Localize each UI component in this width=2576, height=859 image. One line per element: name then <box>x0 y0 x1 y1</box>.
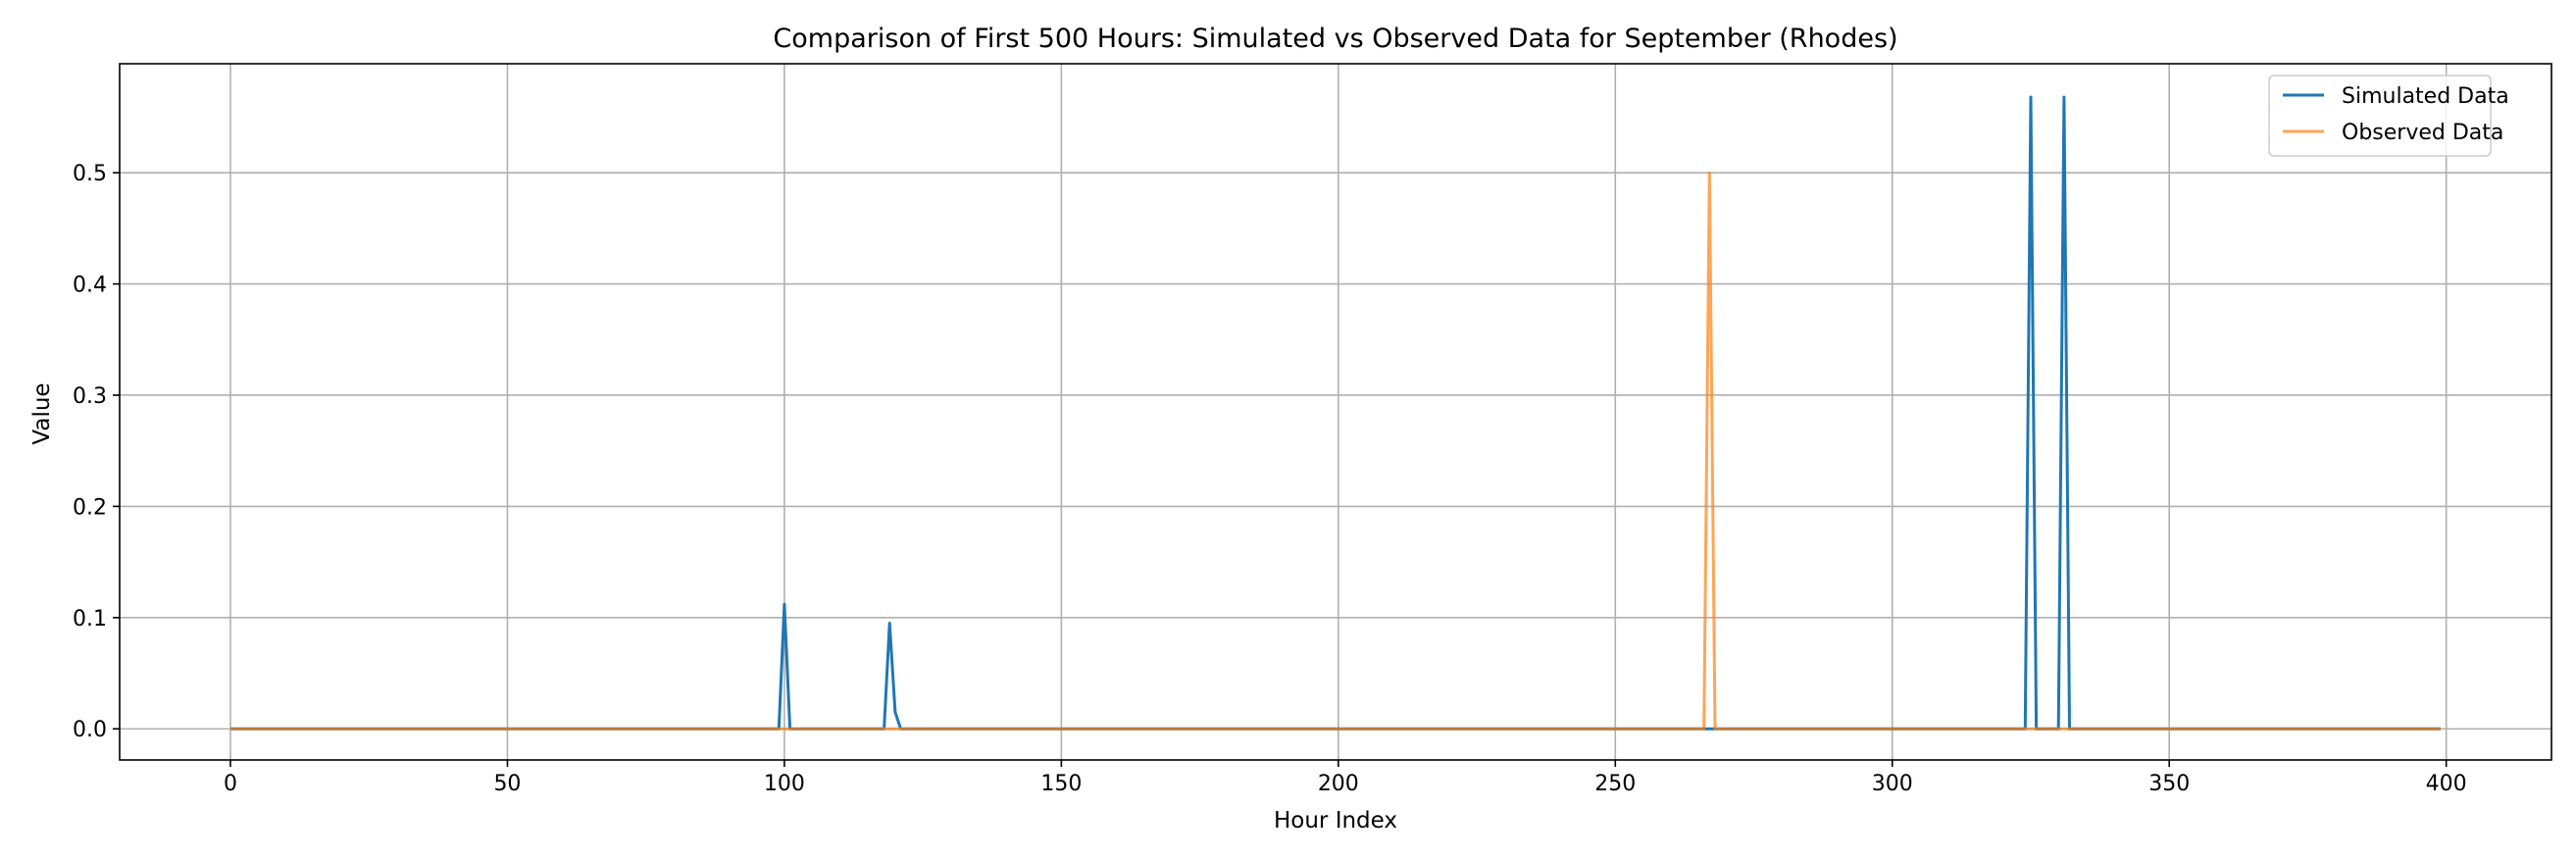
y-axis-label: Value <box>29 382 55 444</box>
x-tick-label: 50 <box>493 772 521 796</box>
y-tick-label: 0.1 <box>73 607 107 632</box>
x-tick-label: 200 <box>1318 772 1359 796</box>
x-tick-label: 300 <box>1872 772 1913 796</box>
y-tick-label: 0.3 <box>73 384 107 409</box>
y-tick-label: 0.0 <box>73 718 107 742</box>
legend: Simulated Data Observed Data <box>2268 75 2509 157</box>
x-tick-label: 100 <box>764 772 805 796</box>
x-axis-label: Hour Index <box>1274 808 1397 834</box>
x-tick-label: 0 <box>224 772 237 796</box>
plot-frame <box>119 63 2552 761</box>
legend-label-observed: Observed Data <box>2342 121 2503 145</box>
legend-label-simulated: Simulated Data <box>2342 84 2509 109</box>
legend-box <box>2268 75 2492 157</box>
y-tick-label: 0.2 <box>73 495 107 520</box>
x-tick-label: 250 <box>1594 772 1636 796</box>
y-tick-label: 0.4 <box>73 274 107 298</box>
y-tick-label: 0.5 <box>73 162 107 186</box>
x-tick-label: 150 <box>1040 772 1082 796</box>
axis-ticks: 0 50 100 150 200 250 300 350 400 0.0 0.1 0.2 0.3 0.4 0… <box>73 162 2467 796</box>
x-tick-label: 400 <box>2426 772 2467 796</box>
chart-title: Comparison of First 500 Hours: Simulated… <box>773 24 1897 54</box>
series-line-observed <box>230 171 2441 731</box>
x-tick-label: 350 <box>2148 772 2190 796</box>
series-lines <box>230 95 2441 731</box>
